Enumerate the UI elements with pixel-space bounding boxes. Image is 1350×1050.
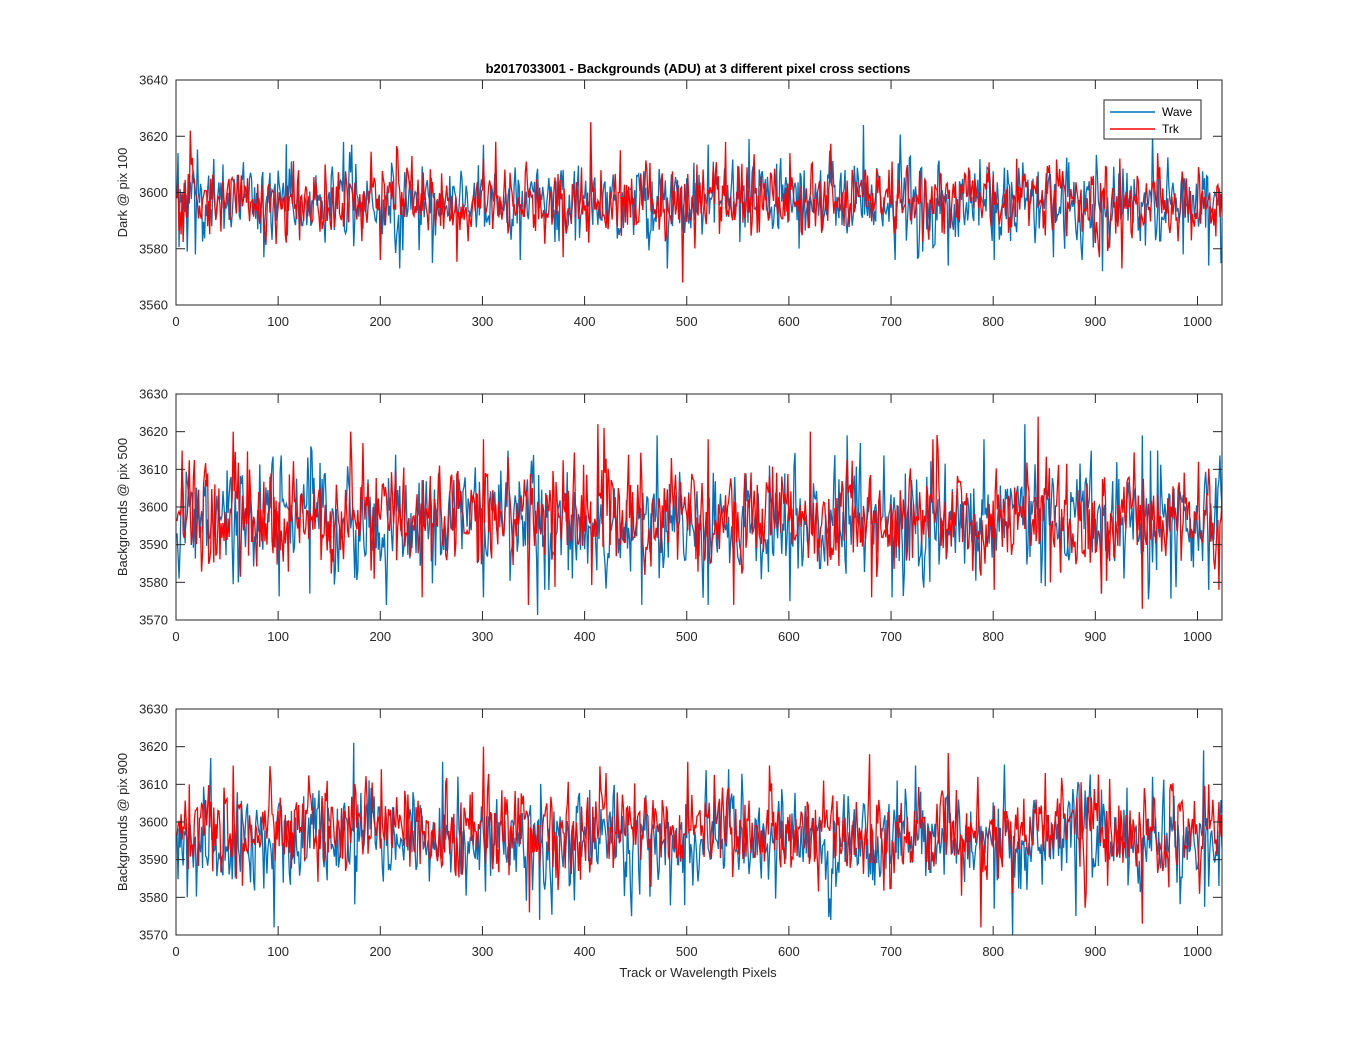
y-tick-label: 3630 xyxy=(139,702,168,717)
x-tick-label: 900 xyxy=(1084,629,1106,644)
x-tick-label: 500 xyxy=(676,314,698,329)
legend: Wave Trk xyxy=(1103,99,1202,140)
y-tick-label: 3620 xyxy=(139,424,168,439)
legend-box xyxy=(1103,99,1202,140)
y-tick-label: 3560 xyxy=(139,298,168,313)
x-tick-label: 400 xyxy=(574,944,596,959)
chart-title: b2017033001 - Backgrounds (ADU) at 3 dif… xyxy=(486,61,911,76)
x-tick-label: 600 xyxy=(778,314,800,329)
y-tick-label: 3600 xyxy=(139,815,168,830)
y-tick-label: 3600 xyxy=(139,500,168,515)
x-tick-label: 0 xyxy=(172,314,179,329)
x-tick-label: 700 xyxy=(880,314,902,329)
legend-label-trk: Trk xyxy=(1162,122,1180,136)
plot-area xyxy=(176,394,1222,620)
y-tick-label: 3580 xyxy=(139,575,168,590)
y-tick-label: 3640 xyxy=(139,73,168,88)
panel-backgrounds-pix-500: 0 100 200 300 400 500 600 700 800 900 1000 3570 3580… xyxy=(115,387,1223,644)
x-tick-label: 500 xyxy=(676,944,698,959)
x-tick-label: 100 xyxy=(267,314,289,329)
y-tick-label: 3620 xyxy=(139,739,168,754)
series-line-trk xyxy=(176,122,1222,283)
x-axis-label: Track or Wavelength Pixels xyxy=(619,965,777,980)
y-tick-label: 3570 xyxy=(139,613,168,628)
series-line-trk xyxy=(176,746,1222,928)
x-tick-label: 0 xyxy=(172,944,179,959)
x-tick-label: 300 xyxy=(472,314,494,329)
y-tick-label: 3620 xyxy=(139,129,168,144)
x-tick-label: 600 xyxy=(778,944,800,959)
x-tick-label: 100 xyxy=(267,629,289,644)
y-tick-label: 3610 xyxy=(139,462,168,477)
x-tick-label: 700 xyxy=(880,944,902,959)
x-tick-label: 100 xyxy=(267,944,289,959)
y-tick-label: 3570 xyxy=(139,928,168,943)
y-axis-label: Backgrounds @ pix 500 xyxy=(115,438,130,576)
y-tick-label: 3630 xyxy=(139,387,168,402)
x-tick-label: 1000 xyxy=(1183,314,1212,329)
x-tick-label: 800 xyxy=(982,314,1004,329)
y-axis-label: Backgrounds @ pix 900 xyxy=(115,753,130,891)
y-tick-label: 3610 xyxy=(139,777,168,792)
y-tick-label: 3580 xyxy=(139,890,168,905)
x-tick-label: 300 xyxy=(472,629,494,644)
x-tick-label: 900 xyxy=(1084,944,1106,959)
x-tick-label: 700 xyxy=(880,629,902,644)
panel-dark-pix-100: 0 100 200 300 400 500 600 700 800 900 1000 3560 3580… xyxy=(115,73,1223,329)
panel-backgrounds-pix-900: 0 100 200 300 400 500 600 700 800 900 1000 3570 3580… xyxy=(115,702,1223,959)
x-tick-label: 800 xyxy=(982,629,1004,644)
x-tick-label: 500 xyxy=(676,629,698,644)
x-tick-label: 400 xyxy=(574,629,596,644)
y-tick-label: 3590 xyxy=(139,537,168,552)
y-tick-label: 3580 xyxy=(139,241,168,256)
x-tick-label: 1000 xyxy=(1183,629,1212,644)
x-tick-label: 900 xyxy=(1084,314,1106,329)
legend-label-wave: Wave xyxy=(1162,105,1193,119)
x-tick-label: 800 xyxy=(982,944,1004,959)
series-line-trk xyxy=(176,416,1222,609)
y-tick-label: 3590 xyxy=(139,852,168,867)
x-tick-label: 300 xyxy=(472,944,494,959)
y-tick-label: 3600 xyxy=(139,185,168,200)
x-tick-label: 200 xyxy=(369,944,391,959)
y-axis-label: Dark @ pix 100 xyxy=(115,148,130,238)
x-tick-label: 0 xyxy=(172,629,179,644)
x-tick-label: 600 xyxy=(778,629,800,644)
x-tick-label: 1000 xyxy=(1183,944,1212,959)
x-tick-label: 200 xyxy=(369,314,391,329)
x-tick-label: 400 xyxy=(574,314,596,329)
x-tick-label: 200 xyxy=(369,629,391,644)
